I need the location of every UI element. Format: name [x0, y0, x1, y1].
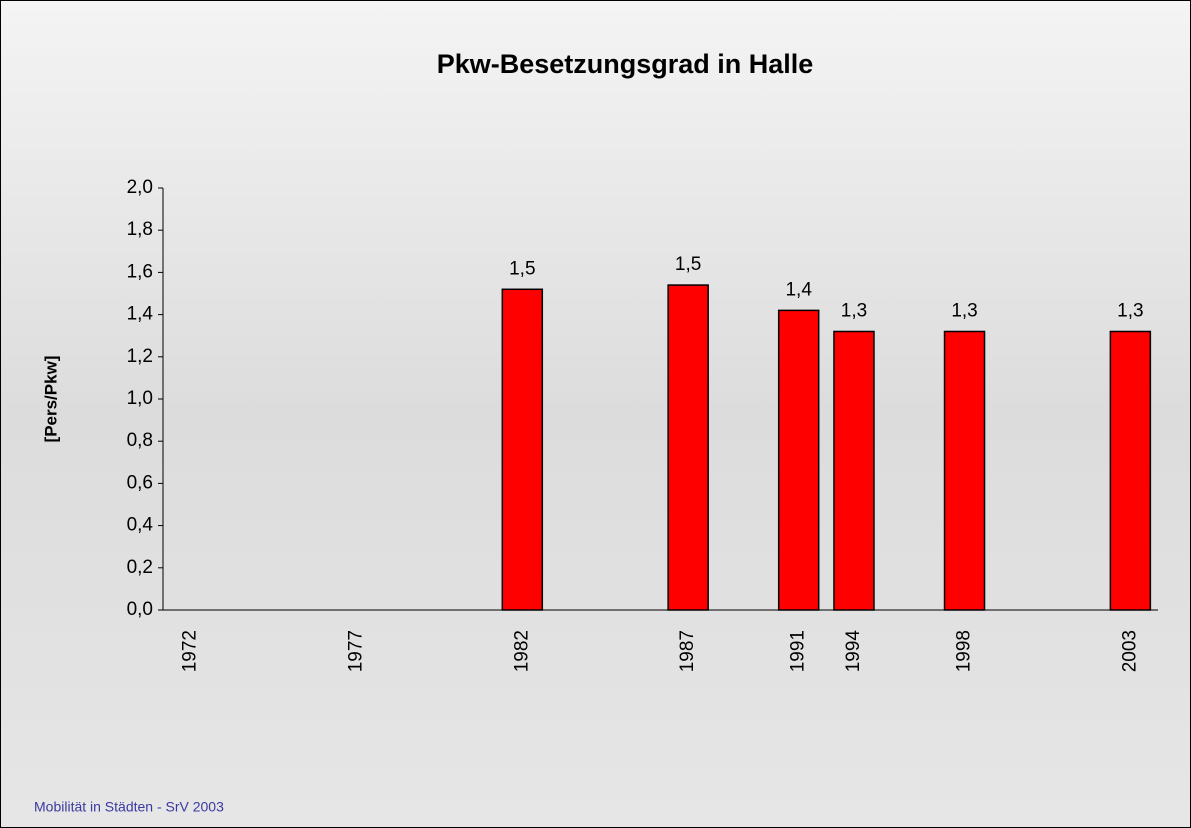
bar — [945, 331, 985, 610]
x-tick-label: 1987 — [677, 630, 698, 672]
value-label: 1,5 — [509, 258, 535, 279]
footer: Mobilität in Städten - SrV 2003 — [34, 799, 224, 815]
background — [1, 1, 1191, 828]
value-label: 1,3 — [951, 300, 977, 321]
y-tick-label: 2,0 — [127, 177, 153, 198]
y-tick-label: 0,6 — [127, 472, 153, 493]
bar — [1110, 331, 1150, 610]
x-tick-label: 1998 — [954, 630, 975, 672]
value-label: 1,4 — [785, 279, 812, 300]
y-tick-label: 0,8 — [127, 430, 153, 451]
y-tick-label: 0,0 — [127, 599, 153, 620]
bar — [834, 331, 874, 610]
x-tick-label: 1972 — [180, 630, 201, 672]
chart-title: Pkw-Besetzungsgrad in Halle — [437, 49, 814, 79]
bar — [502, 289, 542, 610]
y-axis-label: [Pers/Pkw] — [41, 356, 60, 443]
y-tick-label: 1,4 — [127, 304, 154, 325]
value-label: 1,3 — [841, 300, 867, 321]
value-label: 1,3 — [1117, 300, 1143, 321]
chart: Pkw-Besetzungsgrad in Halle [Pers/Pkw] M… — [0, 0, 1191, 828]
y-tick-label: 1,0 — [127, 388, 153, 409]
page: Pkw-Besetzungsgrad in Halle [Pers/Pkw] M… — [0, 0, 1191, 828]
x-tick-label: 1991 — [788, 630, 809, 672]
y-tick-label: 0,4 — [127, 515, 154, 536]
y-tick-label: 0,2 — [127, 557, 153, 578]
x-tick-label: 1994 — [843, 630, 864, 673]
y-tick-label: 1,6 — [127, 261, 153, 282]
y-tick-label: 1,8 — [127, 219, 153, 240]
y-tick-label: 1,2 — [127, 346, 153, 367]
value-label: 1,5 — [675, 254, 701, 275]
x-tick-label: 2003 — [1119, 630, 1140, 672]
bar — [779, 310, 819, 610]
x-tick-label: 1977 — [345, 630, 366, 672]
bar — [668, 285, 708, 610]
x-tick-label: 1982 — [511, 630, 532, 672]
